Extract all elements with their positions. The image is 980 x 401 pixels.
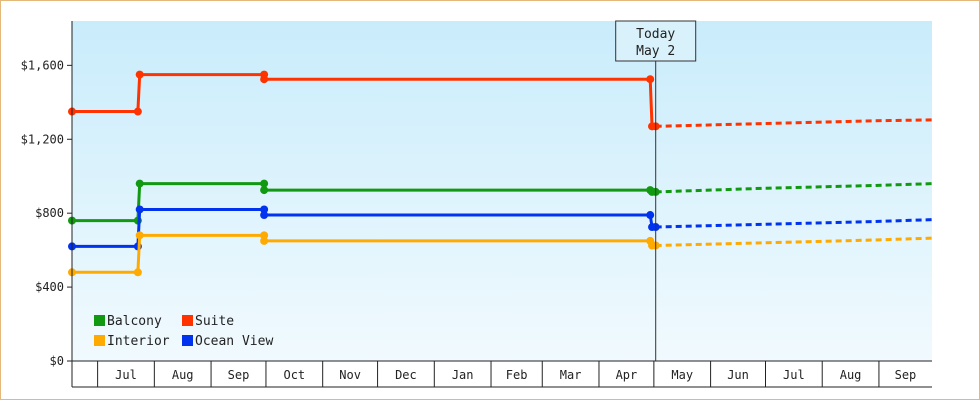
today-marker-box [615, 20, 697, 62]
forecast-line-suite [655, 118, 933, 128]
data-point-balcony [135, 179, 144, 188]
x-tick-label: Feb [506, 368, 528, 382]
x-tick-label: Jun [727, 368, 749, 382]
x-tick-label: Aug [172, 368, 194, 382]
forecast-line-ocean-view [655, 218, 933, 229]
x-tick-label: May [671, 368, 693, 382]
forecast-line-interior [655, 236, 933, 248]
legend-label-balcony: Balcony [107, 314, 162, 329]
today-date-label: May 2 [636, 44, 675, 59]
x-tick-label: Sep [895, 368, 917, 382]
data-point-interior [260, 231, 269, 240]
data-point-suite [260, 75, 269, 84]
x-tick-label: Jan [452, 368, 474, 382]
y-tick-label: $0 [50, 354, 64, 368]
forecast-line-balcony [655, 182, 933, 194]
x-tick-label: Aug [840, 368, 862, 382]
legend-swatch-balcony [94, 315, 105, 326]
y-tick-label: $400 [35, 280, 64, 294]
data-point-balcony [260, 186, 269, 195]
today-label: Today [636, 27, 675, 42]
data-point-suite [646, 75, 655, 84]
legend-swatch-suite [182, 315, 193, 326]
legend-label-suite: Suite [195, 314, 234, 329]
legend-label-ocean-view: Ocean View [195, 334, 273, 349]
x-tick-label: Mar [560, 368, 582, 382]
x-tick-label: Sep [228, 368, 250, 382]
data-point-suite [133, 107, 142, 116]
data-point-ocean-view [260, 205, 269, 214]
legend-swatch-interior [94, 335, 105, 346]
x-tick-label: Jul [115, 368, 137, 382]
legend-swatch-ocean-view [182, 335, 193, 346]
x-tick-label: Apr [616, 368, 638, 382]
data-point-balcony [260, 179, 269, 188]
x-tick-label: Dec [395, 368, 417, 382]
data-point-ocean-view [135, 205, 144, 214]
data-point-ocean-view [646, 211, 655, 220]
data-point-interior [133, 268, 142, 277]
data-point-interior [135, 231, 144, 240]
x-tick-label: Jul [783, 368, 805, 382]
data-point-ocean-view [260, 211, 269, 220]
x-tick-label: Nov [339, 368, 361, 382]
data-point-suite [135, 70, 144, 79]
y-tick-label: $1,200 [21, 132, 64, 146]
data-point-interior [260, 236, 269, 245]
legend-label-interior: Interior [107, 334, 170, 349]
y-tick-label: $800 [35, 206, 64, 220]
y-tick-label: $1,600 [21, 58, 64, 72]
x-tick-label: Oct [283, 368, 305, 382]
